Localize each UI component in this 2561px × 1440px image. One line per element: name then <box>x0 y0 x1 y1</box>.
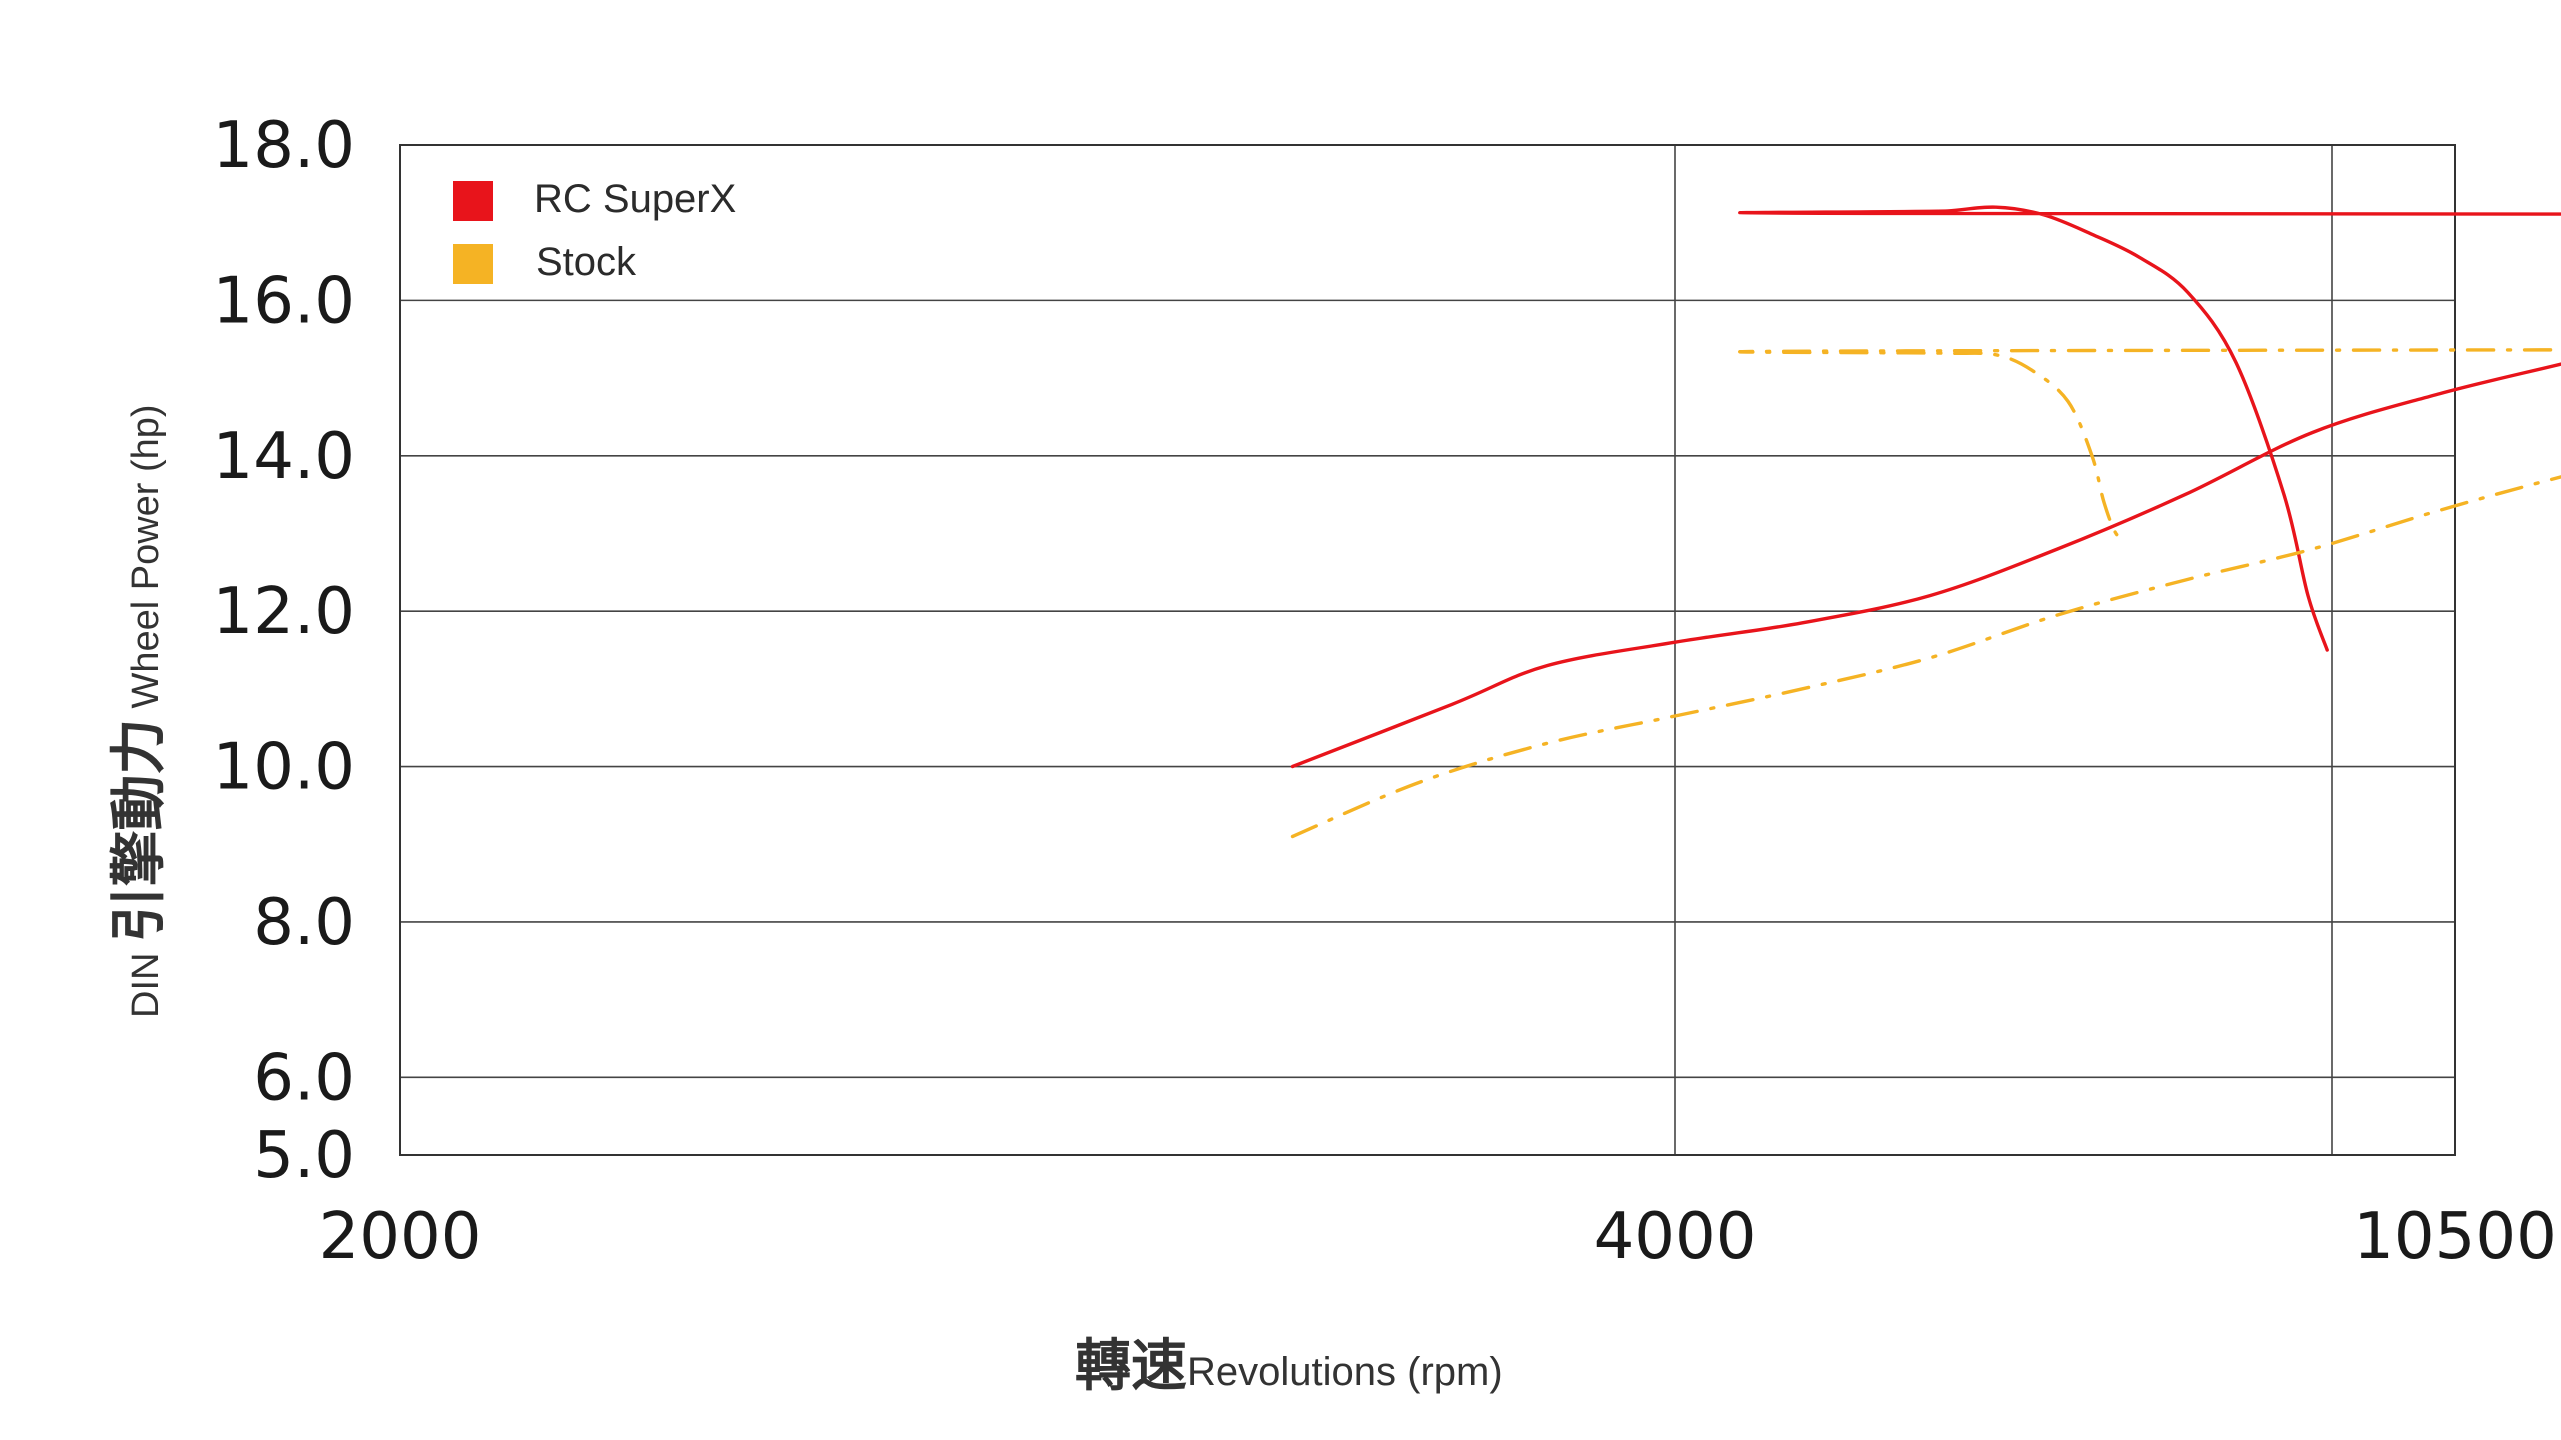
x-tick-label: 2000 <box>319 1200 482 1274</box>
svg-text:DIN引擎動力Wheel Power (hp): DIN 引擎動力 Wheel Power (hp) <box>107 404 170 1018</box>
tick-labels: 18.016.014.012.010.08.06.05.020004000600… <box>213 109 2557 1274</box>
svg-text:轉速Revolutions (rpm): 轉速Revolutions (rpm) <box>1075 1334 1503 1397</box>
y-tick-label: 12.0 <box>213 575 356 649</box>
legend: RC SuperX Stock <box>453 177 736 284</box>
x-tick-label: 4000 <box>1594 1200 1757 1274</box>
series-line-rc-superx <box>1290 205 2561 769</box>
y-tick-label: 16.0 <box>213 264 356 338</box>
y-tick-label: 5.0 <box>253 1119 355 1193</box>
legend-swatch-rc-superx <box>453 181 493 221</box>
grid <box>400 145 2455 1155</box>
y-axis-title-prefix: DIN <box>125 953 167 1018</box>
y-tick-label: 8.0 <box>253 886 355 960</box>
series-line-stock <box>1290 348 2561 839</box>
y-axis-title-en: Wheel Power (hp) <box>125 404 167 708</box>
legend-swatch-stock <box>453 244 493 284</box>
y-tick-label: 14.0 <box>213 420 356 494</box>
y-tick-label: 18.0 <box>213 109 356 183</box>
y-axis-title-cjk: 引擎動力 <box>107 719 170 943</box>
legend-label-stock: Stock <box>536 240 637 284</box>
legend-label-rc-superx: RC SuperX <box>534 177 736 221</box>
x-tick-label: 10500 <box>2353 1200 2557 1274</box>
plot-frame <box>399 144 2456 1156</box>
x-axis-title-cjk: 轉速 <box>1075 1334 1187 1397</box>
x-axis-title: 轉速Revolutions (rpm) <box>1075 1334 1503 1397</box>
series-lines <box>1290 205 2561 839</box>
x-axis-title-en: Revolutions (rpm) <box>1187 1350 1503 1394</box>
y-axis-title: DIN 引擎動力 Wheel Power (hp) <box>107 404 170 1018</box>
y-tick-label: 6.0 <box>253 1041 355 1115</box>
y-tick-label: 10.0 <box>213 731 356 805</box>
